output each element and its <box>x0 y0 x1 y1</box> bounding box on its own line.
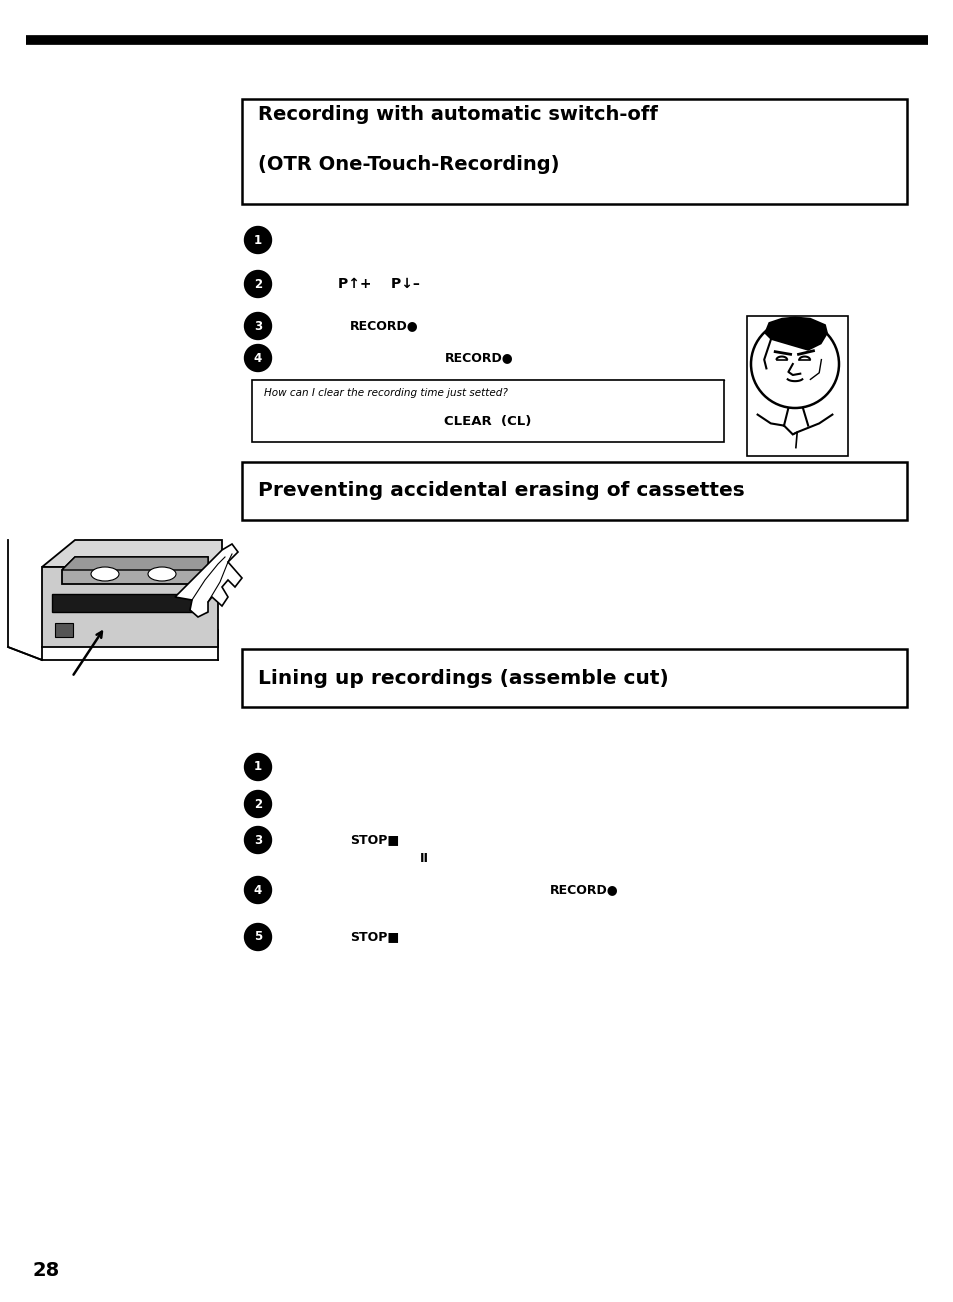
Bar <box>242 462 906 519</box>
Bar <box>252 380 723 441</box>
Text: RECORD●: RECORD● <box>550 884 618 897</box>
Text: (OTR One-Touch-Recording): (OTR One-Touch-Recording) <box>257 155 558 174</box>
Bar <box>52 594 207 612</box>
Polygon shape <box>763 316 827 350</box>
Text: 2: 2 <box>253 277 262 290</box>
Text: Preventing accidental erasing of cassettes: Preventing accidental erasing of cassett… <box>257 482 744 500</box>
Circle shape <box>244 312 272 340</box>
Text: Recording with automatic switch-off: Recording with automatic switch-off <box>257 105 658 124</box>
Text: 1: 1 <box>253 233 262 246</box>
Polygon shape <box>62 557 208 585</box>
Text: P↑+    P↓–: P↑+ P↓– <box>337 277 419 292</box>
Text: STOP■: STOP■ <box>350 931 398 944</box>
Bar <box>55 622 73 637</box>
Text: RECORD●: RECORD● <box>350 319 418 332</box>
Text: How can I clear the recording time just setted?: How can I clear the recording time just … <box>264 388 507 398</box>
Circle shape <box>244 923 272 950</box>
Text: Lining up recordings (assemble cut): Lining up recordings (assemble cut) <box>257 668 668 687</box>
Text: 3: 3 <box>253 833 262 846</box>
Circle shape <box>750 320 838 408</box>
Polygon shape <box>42 566 218 647</box>
Bar <box>242 99 906 204</box>
Text: 1: 1 <box>253 760 262 773</box>
Circle shape <box>244 271 272 297</box>
Text: 5: 5 <box>253 931 262 944</box>
Text: 2: 2 <box>253 798 262 811</box>
Text: CLEAR  (CL): CLEAR (CL) <box>444 415 531 428</box>
Ellipse shape <box>148 566 175 581</box>
Ellipse shape <box>91 566 119 581</box>
Text: 3: 3 <box>253 319 262 332</box>
Bar <box>242 648 906 707</box>
Circle shape <box>244 227 272 254</box>
Text: 4: 4 <box>253 884 262 897</box>
Circle shape <box>244 790 272 818</box>
Polygon shape <box>42 540 222 566</box>
Circle shape <box>244 827 272 854</box>
Text: 4: 4 <box>253 352 262 365</box>
Circle shape <box>244 345 272 371</box>
Text: STOP■: STOP■ <box>350 833 398 846</box>
Text: 28: 28 <box>32 1262 59 1280</box>
Bar <box>746 315 847 457</box>
Text: RECORD●: RECORD● <box>444 352 513 365</box>
Circle shape <box>244 754 272 780</box>
Polygon shape <box>62 557 208 570</box>
Polygon shape <box>174 544 242 617</box>
Text: II: II <box>419 853 429 866</box>
Circle shape <box>244 876 272 904</box>
